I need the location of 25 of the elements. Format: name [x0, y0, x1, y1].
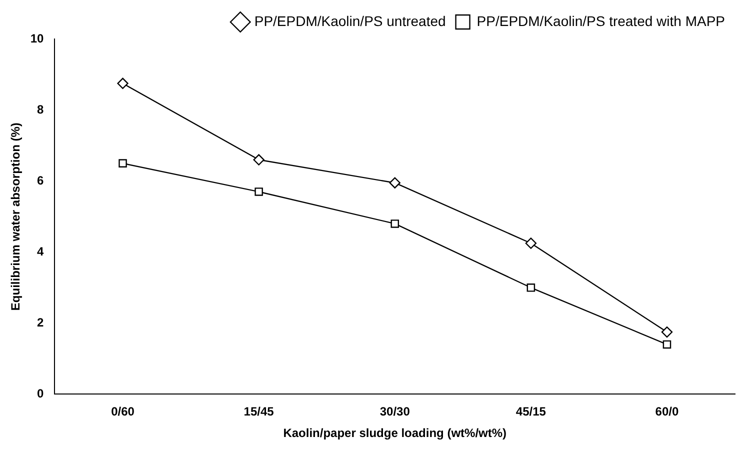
point: [253, 154, 264, 166]
y-tick-label: 2: [37, 315, 44, 330]
y-tick-label: 0: [37, 386, 44, 401]
point: [390, 220, 400, 228]
y-tick-label: 4: [37, 244, 44, 258]
point: [389, 177, 400, 188]
point: [662, 340, 672, 349]
x-tick-label: 45/15: [516, 404, 546, 419]
point: [526, 284, 536, 292]
point: [117, 78, 128, 89]
point: [118, 159, 127, 168]
y-tick-label: 8: [37, 102, 44, 116]
x-axis-title: Kaolin/paper sludge loading (wt%/wt%): [283, 426, 507, 440]
x-tick-label: 15/45: [244, 404, 274, 419]
y-axis-title: Equilibrium water absorption (%): [8, 122, 23, 311]
x-tick-label: 30/30: [380, 404, 410, 419]
point: [254, 188, 263, 196]
point: [525, 238, 537, 249]
x-tick-label: 0/60: [111, 404, 135, 419]
x-tick-label: 60/0: [655, 404, 679, 419]
y-tick-label: 10: [30, 31, 44, 46]
legend-label: PP/EPDM/Kaolin/PS treated with MAPP: [476, 12, 726, 29]
y-tick-label: 6: [37, 173, 44, 188]
point: [661, 326, 673, 338]
legend-label: PP/EPDM/Kaolin/PS untreated: [254, 12, 446, 29]
